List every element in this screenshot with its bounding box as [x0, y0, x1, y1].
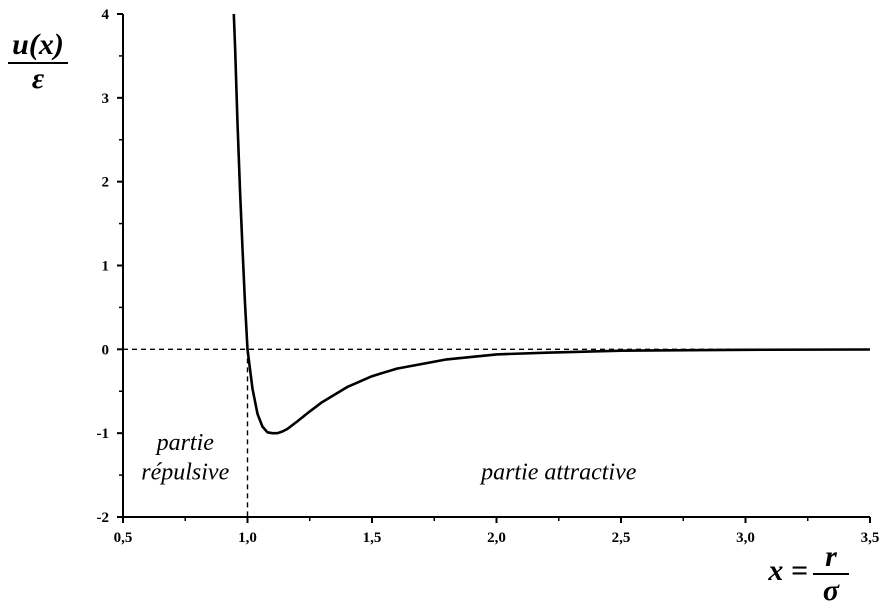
- x-axis-label-lhs: x =: [767, 554, 808, 587]
- annotation: partie attractive: [479, 459, 637, 485]
- y-tick-label: -2: [97, 510, 110, 526]
- x-tick-label: 1,0: [238, 530, 257, 546]
- x-axis-label: x = r σ: [767, 540, 849, 607]
- annotation: partie: [155, 430, 215, 456]
- y-tick-label: 1: [102, 259, 110, 275]
- y-tick-label: 2: [102, 175, 110, 191]
- x-axis-label-denominator: σ: [823, 574, 840, 607]
- y-axis-label-numerator: u(x): [12, 28, 64, 61]
- y-tick-label: 0: [102, 342, 110, 358]
- y-axis-label: u(x) ε: [8, 28, 68, 95]
- y-tick-label: 4: [102, 7, 110, 23]
- reference-lines: [123, 348, 870, 517]
- annotations: partie répulsive partie attractive: [141, 430, 636, 485]
- x-tick-label: 0,5: [114, 530, 133, 546]
- annotation: répulsive: [141, 459, 229, 485]
- ticks: 0,5 1,0 1,5 2,0 2,5 3,0 3,5 -2 -1 0 1 2 3 4: [97, 7, 880, 546]
- x-tick-label: 3,5: [861, 530, 880, 546]
- y-axis-label-denominator: ε: [32, 62, 45, 95]
- x-tick-label: 2,0: [487, 530, 506, 546]
- y-tick-label: -1: [97, 426, 110, 442]
- x-tick-label: 3,0: [736, 530, 755, 546]
- x-tick-label: 2,5: [612, 530, 631, 546]
- x-tick-label: 1,5: [363, 530, 382, 546]
- x-axis-label-numerator: r: [825, 540, 837, 573]
- y-tick-label: 3: [102, 91, 110, 107]
- series-line: [232, 13, 871, 435]
- axes: [122, 14, 870, 518]
